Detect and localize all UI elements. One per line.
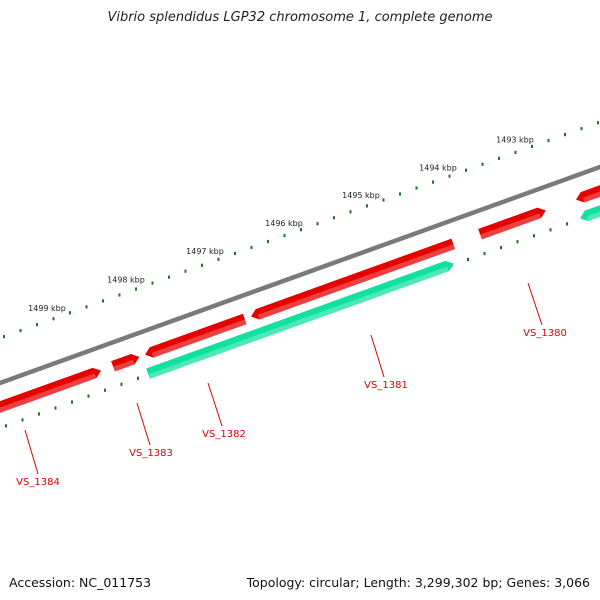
gene-label[interactable]: VS_1383 <box>129 448 173 459</box>
gene-leader-line <box>370 334 385 378</box>
gene-arrow-edge[interactable] <box>574 179 600 205</box>
map-title: Vibrio splendidus LGP32 chromosome 1, co… <box>107 10 493 25</box>
labels: 1499 kbp 1498 kbp 1497 kbp 1496 kbp 1495 kbp… <box>16 136 567 488</box>
gene-arrow-reverse[interactable] <box>146 258 456 379</box>
gene-label[interactable]: VS_1384 <box>16 477 60 488</box>
ruler-label: 1497 kbp <box>186 247 224 256</box>
gene-leader-line <box>207 382 223 427</box>
gene-label[interactable]: VS_1381 <box>364 380 408 391</box>
gene-arrow-vs1382-fw[interactable] <box>143 313 247 360</box>
gene-leader-line <box>527 282 543 326</box>
gene-arrow-vs1384[interactable] <box>0 365 103 416</box>
gene-arrow-reverse-edge[interactable] <box>578 199 600 223</box>
gene-arrow-vs1380[interactable] <box>478 205 548 240</box>
ruler-label: 1495 kbp <box>342 191 380 200</box>
ruler-label: 1499 kbp <box>28 304 66 313</box>
gene-arrow-vs1383[interactable] <box>111 352 141 372</box>
gene-arrow-vs1381[interactable] <box>249 238 456 322</box>
gene-leader-line <box>24 429 39 475</box>
gene-leader-line <box>136 402 151 446</box>
genome-backbone <box>0 164 600 386</box>
gene-label[interactable]: VS_1380 <box>523 328 567 339</box>
ruler-label: 1494 kbp <box>419 163 457 172</box>
backbone <box>0 164 600 386</box>
ruler-label: 1496 kbp <box>265 219 303 228</box>
topology-summary: Topology: circular; Length: 3,299,302 bp… <box>246 575 590 590</box>
ruler-label: 1493 kbp <box>496 136 534 145</box>
accession-text: Accession: NC_011753 <box>9 575 152 590</box>
gene-label[interactable]: VS_1382 <box>202 429 246 440</box>
ruler-label: 1498 kbp <box>107 276 145 285</box>
gene-features <box>0 179 600 416</box>
